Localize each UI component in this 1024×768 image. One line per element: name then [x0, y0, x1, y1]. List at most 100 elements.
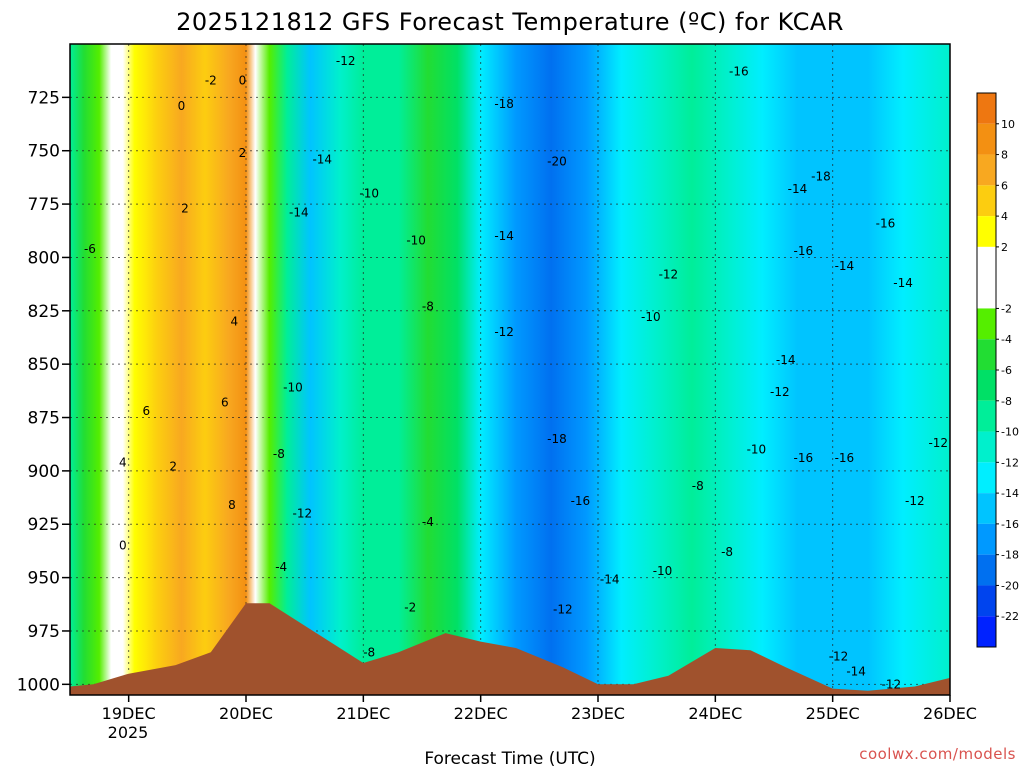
y-tick-label-5: 850 — [28, 355, 60, 375]
colorbar-bin-9 — [977, 400, 996, 432]
temperature-field — [70, 44, 950, 695]
x-tick-label-7: 26DEC — [923, 704, 977, 723]
colorbar-tick-label-11: -14 — [1001, 487, 1019, 500]
contour-label-42: 8 — [228, 498, 236, 512]
contour-label-16: -14 — [494, 229, 514, 243]
terrain-profile — [70, 603, 950, 695]
contour-label-11: -14 — [788, 182, 808, 196]
contour-label-0: -12 — [336, 54, 356, 68]
contour-label-9: -18 — [811, 169, 831, 183]
contour-label-2: -2 — [205, 73, 217, 87]
contour-label-17: -6 — [84, 242, 96, 256]
colorbar-bin-10 — [977, 431, 996, 463]
y-axis: 725 750 775 800 825 850 875 900 925 950 975 1000 — [17, 88, 70, 695]
y-tick-label-10: 975 — [28, 622, 60, 642]
colorbar-tick-label-5: -2 — [1001, 302, 1012, 315]
y-tick-label-7: 900 — [28, 462, 60, 482]
colorbar-bin-14 — [977, 554, 996, 586]
contour-label-47: -4 — [275, 560, 287, 574]
colorbar-bin-6 — [977, 308, 996, 340]
contour-label-39: -8 — [692, 479, 704, 493]
colorbar-tick-label-9: -10 — [1001, 426, 1019, 439]
x-tick-label-3: 22DEC — [454, 704, 508, 723]
contour-label-22: -8 — [422, 300, 434, 314]
colorbar-bin-8 — [977, 370, 996, 401]
colorbar-bin-3 — [977, 185, 996, 217]
contour-label-10: -10 — [359, 186, 379, 200]
contour-label-24: -10 — [641, 310, 661, 324]
contour-label-53: -12 — [829, 650, 849, 664]
contour-label-50: -2 — [404, 600, 416, 614]
contour-label-15: -10 — [406, 233, 426, 247]
plot-area: -12-16-2 00 -182 -14 -20-18-10 -142 -14-16-10-… — [70, 44, 950, 695]
y-tick-label-3: 800 — [28, 248, 60, 268]
contour-label-12: 2 — [181, 201, 189, 215]
contour-label-41: -12 — [905, 494, 925, 508]
colorbar-tick-label-4: 2 — [1001, 241, 1008, 254]
x-tick-label-1: 20DEC — [219, 704, 273, 723]
plot-frame — [69, 43, 951, 696]
contour-label-31: -18 — [547, 432, 567, 446]
colorbar-tick-label-1: 8 — [1001, 149, 1008, 162]
colorbar-tick-label-14: -20 — [1001, 579, 1019, 592]
colorbar-tick-label-2: 6 — [1001, 179, 1008, 192]
y-tick-label-8: 925 — [28, 515, 60, 535]
contour-label-25: -12 — [494, 325, 514, 339]
contour-label-6: 2 — [239, 146, 247, 160]
contour-label-8: -20 — [547, 154, 567, 168]
contour-label-46: -8 — [721, 545, 733, 559]
contour-label-4: 0 — [178, 99, 186, 113]
contour-label-18: -16 — [794, 244, 814, 258]
contour-label-14: -16 — [876, 216, 896, 230]
contour-label-55: -12 — [882, 677, 902, 691]
colorbar-bin-13 — [977, 523, 996, 555]
x-axis: 19DEC 20DEC 21DEC 22DEC 23DEC 24DEC 25DEC 26DEC — [102, 695, 977, 723]
colorbar-bin-12 — [977, 493, 996, 524]
colorbar-bin-1 — [977, 123, 996, 155]
y-tick-label-4: 825 — [28, 302, 60, 322]
y-tick-label-0: 725 — [28, 88, 60, 108]
contour-label-37: 4 — [119, 455, 127, 469]
colorbar-bin-5 — [977, 246, 996, 309]
contour-label-35: -16 — [835, 451, 855, 465]
x-tick-label-4: 23DEC — [571, 704, 625, 723]
colorbar-tick-label-0: 10 — [1001, 118, 1015, 131]
contour-label-44: -4 — [422, 515, 434, 529]
contour-label-5: -18 — [494, 97, 514, 111]
contour-label-19: -14 — [835, 259, 855, 273]
contour-label-28: -12 — [770, 385, 790, 399]
colorbar-tick-label-12: -16 — [1001, 518, 1019, 531]
contour-label-21: -14 — [893, 276, 913, 290]
contour-label-20: -12 — [659, 268, 679, 282]
colorbar-tick-label-3: 4 — [1001, 210, 1008, 223]
x-tick-label-2: 21DEC — [336, 704, 390, 723]
contour-label-51: -12 — [553, 603, 573, 617]
colorbar-bin-11 — [977, 462, 996, 494]
contour-label-52: -8 — [363, 645, 375, 659]
x-axis-year-label: 2025 — [108, 723, 149, 742]
contour-label-45: 0 — [119, 539, 127, 553]
contour-labels: -12-16-2 00 -182 -14 -20-18-10 -142 -14-16-10-… — [84, 54, 948, 691]
colorbar: 10 8 6 4 2 -2 -4 -6 -8 -10 -12 -14 -16 -18 -20 -22 — [976, 92, 1019, 648]
colorbar-bin-15 — [977, 585, 996, 617]
colorbar-tick-label-15: -22 — [1001, 610, 1019, 623]
y-tick-label-1: 750 — [28, 142, 60, 162]
contour-label-40: -16 — [571, 494, 591, 508]
x-tick-label-5: 24DEC — [688, 704, 742, 723]
colorbar-tick-label-8: -8 — [1001, 395, 1012, 408]
credit-label: coolwx.com/models — [859, 745, 1016, 763]
contour-label-29: 6 — [142, 404, 150, 418]
contour-label-23: 4 — [230, 314, 238, 328]
y-tick-label-6: 875 — [28, 409, 60, 429]
x-tick-label-6: 25DEC — [806, 704, 860, 723]
colorbar-bin-7 — [977, 339, 996, 370]
contour-label-27: -10 — [283, 381, 303, 395]
y-tick-label-2: 775 — [28, 195, 60, 215]
y-tick-label-11: 1000 — [17, 675, 60, 695]
contour-label-48: -10 — [653, 564, 673, 578]
colorbar-tick-label-10: -12 — [1001, 456, 1019, 469]
contour-label-30: 6 — [221, 396, 229, 410]
colorbar-bin-0 — [977, 93, 996, 124]
x-axis-title: Forecast Time (UTC) — [424, 749, 595, 768]
